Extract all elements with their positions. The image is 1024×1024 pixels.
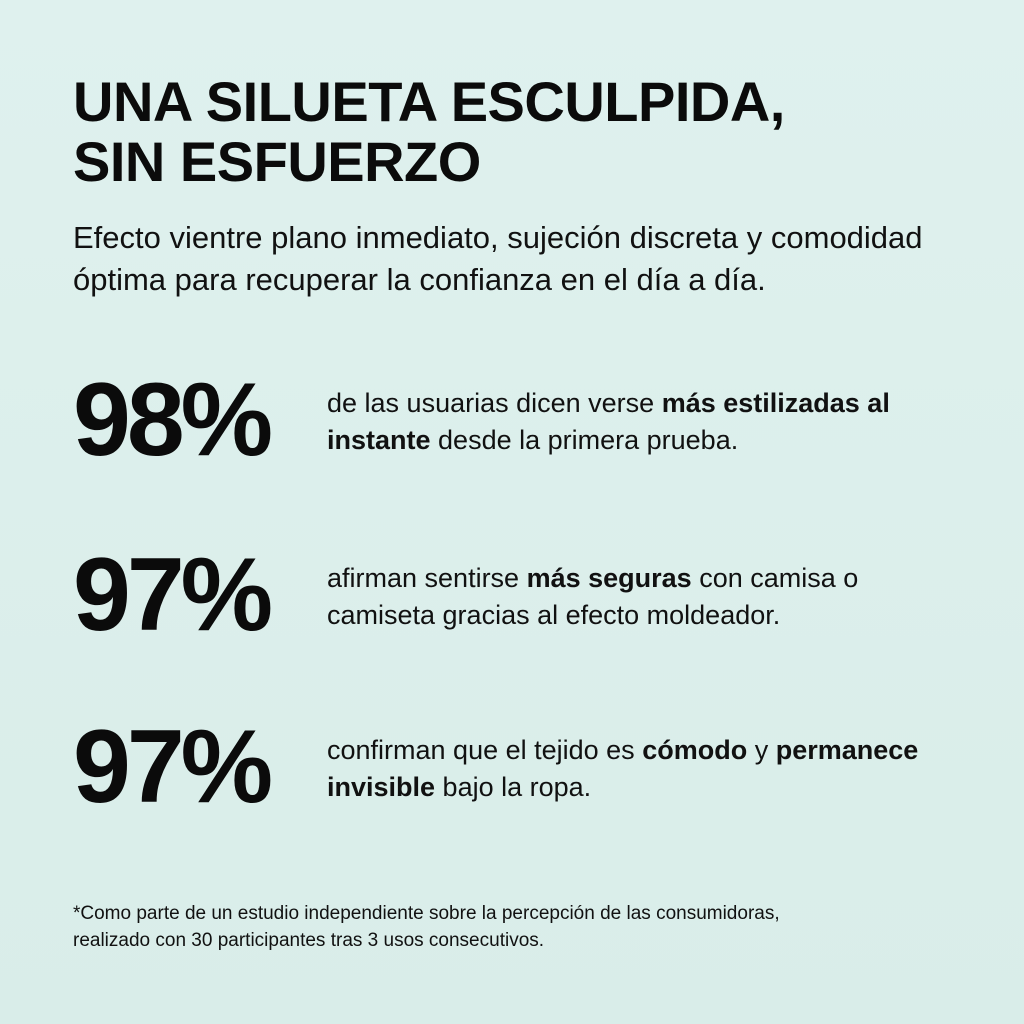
stat-value: 97% bbox=[73, 537, 273, 653]
stat-text-plain: desde la primera prueba. bbox=[430, 425, 739, 455]
footnote-line-2: realizado con 30 participantes tras 3 us… bbox=[73, 930, 545, 951]
stat-value: 98% bbox=[73, 362, 273, 478]
stat-description: confirman que el tejido es cómodo y perm… bbox=[327, 732, 967, 806]
footnote: *Como parte de un estudio independiente … bbox=[73, 900, 973, 954]
stat-block: 98% de las usuarias dicen verse más esti… bbox=[73, 365, 973, 475]
headline-line-1: UNA SILUETA ESCULPIDA, bbox=[73, 70, 785, 133]
stat-text-bold: permanece invisible bbox=[327, 735, 919, 802]
stat-description: afirman sentirse más seguras con camisa … bbox=[327, 560, 967, 634]
headline: UNA SILUETA ESCULPIDA, SIN ESFUERZO bbox=[73, 72, 973, 192]
stat-text-bold: cómodo bbox=[642, 735, 748, 765]
stat-text-plain: de las usuarias dicen verse bbox=[327, 388, 662, 418]
stat-text-bold: más estilizadas al instante bbox=[327, 388, 890, 455]
headline-line-2: SIN ESFUERZO bbox=[73, 130, 481, 193]
subtitle: Efecto vientre plano inmediato, sujeción… bbox=[73, 220, 923, 297]
stat-text-plain: con camisa o camiseta gracias al efecto … bbox=[327, 563, 859, 630]
stat-description: de las usuarias dicen verse más estiliza… bbox=[327, 385, 967, 459]
stat-block: 97% afirman sentirse más seguras con cam… bbox=[73, 540, 973, 650]
footnote-line-1: *Como parte de un estudio independiente … bbox=[73, 903, 780, 924]
stat-block: 97% confirman que el tejido es cómodo y … bbox=[73, 712, 973, 822]
stat-text-plain: afirman sentirse bbox=[327, 563, 527, 593]
stat-text-plain: bajo la ropa. bbox=[435, 772, 592, 802]
stat-text-plain: confirman que el tejido es bbox=[327, 735, 643, 765]
stat-text-plain: y bbox=[747, 735, 776, 765]
stat-value: 97% bbox=[73, 709, 273, 825]
stat-text-bold: más seguras bbox=[526, 563, 692, 593]
